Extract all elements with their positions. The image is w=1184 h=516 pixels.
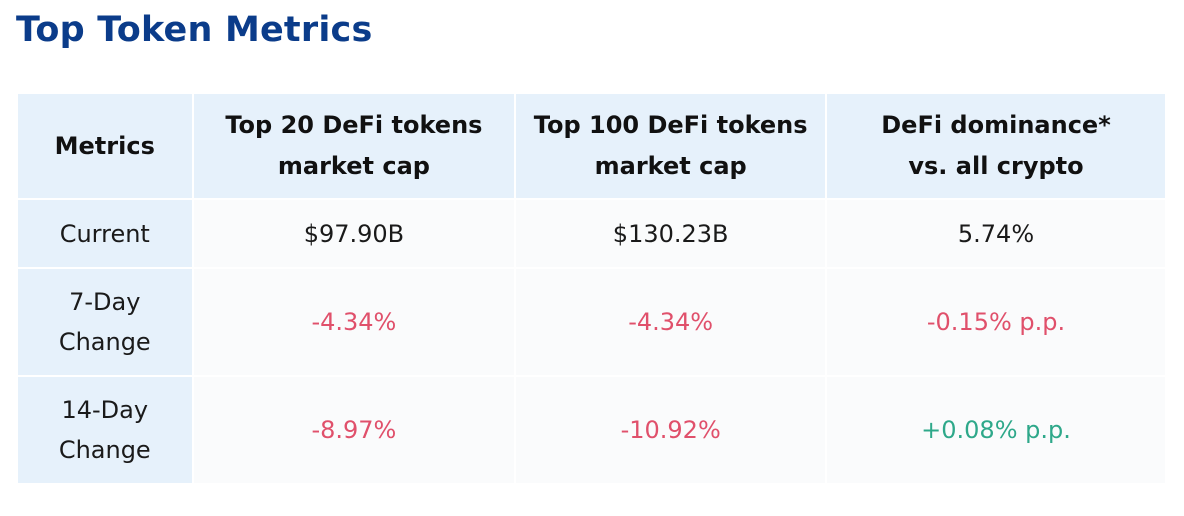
cell-value-top20: $97.90B [303, 219, 405, 248]
table-header-row: Metrics Top 20 DeFi tokens market cap To… [18, 94, 1165, 198]
row-label-text: Change [58, 328, 151, 356]
header-line: Top 20 DeFi tokens [225, 111, 483, 139]
row-label-7-day-change: 7-Day Change [18, 269, 192, 375]
table-row-current: Current $97.90B $130.23B 5.74% [18, 200, 1165, 267]
cell-value-top20: -8.97% [311, 416, 397, 444]
table-cell: +0.08% p.p. [827, 377, 1165, 483]
header-defi-dominance: DeFi dominance* vs. all crypto [827, 94, 1165, 198]
row-label-text: Current [59, 219, 150, 248]
cell-value-top100: -4.34% [628, 308, 714, 336]
metrics-table: Metrics Top 20 DeFi tokens market cap To… [16, 92, 1167, 485]
header-line: vs. all crypto [908, 152, 1084, 180]
cell-value-dominance: 5.74% [957, 219, 1035, 248]
table-cell: 5.74% [827, 200, 1165, 267]
header-line: market cap [594, 152, 747, 180]
table-cell: -0.15% p.p. [827, 269, 1165, 375]
row-label-text: Change [58, 436, 151, 464]
page-title: Top Token Metrics [16, 10, 373, 50]
header-top20-market-cap: Top 20 DeFi tokens market cap [193, 94, 515, 198]
table-cell: -8.97% [193, 377, 515, 483]
table-cell: -10.92% [516, 377, 826, 483]
row-label-14-day-change: 14-Day Change [18, 377, 192, 483]
row-label-text: 7-Day [69, 288, 141, 316]
table-row-14-day-change: 14-Day Change -8.97% -10.92% +0.08% p.p. [18, 377, 1165, 483]
cell-value-dominance: -0.15% p.p. [926, 308, 1066, 336]
header-top100-market-cap: Top 100 DeFi tokens market cap [516, 94, 826, 198]
header-line: Top 100 DeFi tokens [533, 111, 808, 139]
header-line: market cap [277, 152, 430, 180]
header-metrics: Metrics [18, 94, 192, 198]
table-row-7-day-change: 7-Day Change -4.34% -4.34% -0.15% p.p. [18, 269, 1165, 375]
header-line: DeFi dominance* [881, 111, 1111, 139]
header-line: Metrics [54, 131, 155, 160]
table-cell: $97.90B [193, 200, 515, 267]
table-cell: -4.34% [516, 269, 826, 375]
row-label-text: 14-Day [61, 396, 149, 424]
row-label-current: Current [18, 200, 192, 267]
cell-value-top100: $130.23B [612, 219, 729, 248]
cell-value-top100: -10.92% [620, 416, 721, 444]
cell-value-dominance: +0.08% p.p. [921, 416, 1071, 444]
cell-value-top20: -4.34% [311, 308, 397, 336]
table-cell: $130.23B [516, 200, 826, 267]
table-cell: -4.34% [193, 269, 515, 375]
